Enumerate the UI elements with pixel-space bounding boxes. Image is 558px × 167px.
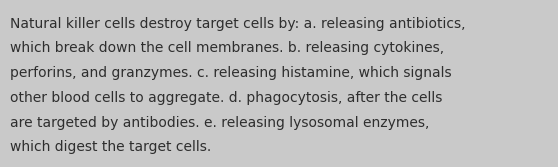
Text: other blood cells to aggregate. d. phagocytosis, after the cells: other blood cells to aggregate. d. phago… — [10, 91, 442, 105]
Text: are targeted by antibodies. e. releasing lysosomal enzymes,: are targeted by antibodies. e. releasing… — [10, 116, 430, 130]
Text: Natural killer cells destroy target cells by: a. releasing antibiotics,: Natural killer cells destroy target cell… — [10, 17, 465, 31]
Text: which digest the target cells.: which digest the target cells. — [10, 140, 211, 154]
Text: which break down the cell membranes. b. releasing cytokines,: which break down the cell membranes. b. … — [10, 41, 444, 55]
Text: perforins, and granzymes. c. releasing histamine, which signals: perforins, and granzymes. c. releasing h… — [10, 66, 451, 80]
